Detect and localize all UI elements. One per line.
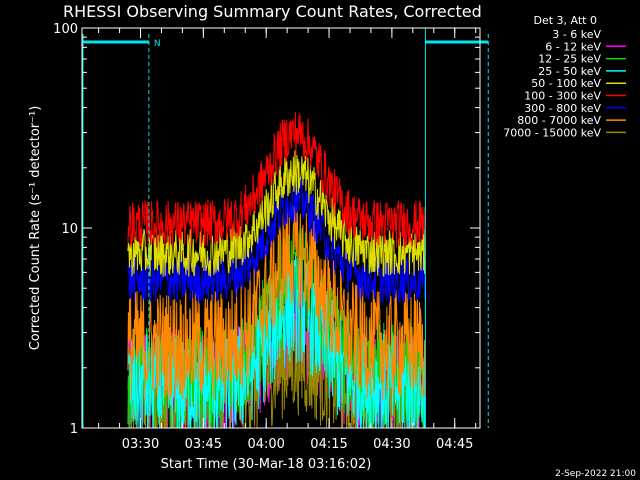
x-tick-label: 04:15 [310,437,347,452]
chart-title: RHESSI Observing Summary Count Rates, Co… [63,2,482,21]
observing-flags: N [81,28,489,428]
y-axis-label: Corrected Count Rate (s⁻¹ detector⁻¹) [28,106,43,351]
y-tick-label: 100 [53,22,78,37]
legend-label: 800 - 7000 keV [517,114,601,127]
axes: 1 10 100 03:30 03:45 04:00 04:15 04:30 04:45 [53,22,481,452]
x-axis-label: Start Time (30-Mar-18 03:16:02) [161,457,372,472]
x-tick-label: 04:00 [247,437,284,452]
legend-title: Det 3, Att 0 [534,14,598,27]
legend-label: 7000 - 15000 keV [503,126,601,139]
series-line-5 [127,111,426,248]
series-line-3 [127,254,426,429]
y-tick-label: 10 [61,222,78,237]
plot-data [127,111,426,430]
legend-label: 300 - 800 keV [524,102,601,115]
night-label: N [154,39,161,49]
x-tick-label: 04:30 [373,437,410,452]
legend-label: 6 - 12 keV [545,40,601,53]
legend-label: 3 - 6 keV [552,28,601,41]
date-stamp: 2-Sep-2022 21:00 [555,469,636,479]
legend-label: 50 - 100 keV [531,77,601,90]
y-tick-label: 1 [70,422,78,437]
legend-label: 12 - 25 keV [538,53,601,66]
legend-label: 25 - 50 keV [538,65,601,78]
x-tick-label: 04:45 [436,437,473,452]
legend-label: 100 - 300 keV [524,90,601,103]
series-line-6 [127,175,426,304]
series-line-4 [127,150,426,277]
x-tick-label: 03:30 [122,437,159,452]
x-tick-label: 03:45 [185,437,222,452]
series-line-7 [127,197,426,401]
